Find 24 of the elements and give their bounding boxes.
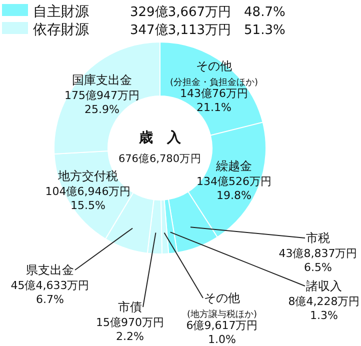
data-label: 45億4,633万円 6.7% [10, 279, 90, 306]
slice-label: 地方交付税 [57, 169, 118, 183]
text: 676億6,780万円 [118, 152, 202, 165]
data-label: 43億8,837万円 6.5% [278, 247, 358, 274]
data-label: 6億9,617万円 1.0% [186, 319, 258, 346]
slice-label: 繰越金 [215, 159, 252, 173]
text: 347億3,113万円 51.3% [130, 23, 286, 38]
data-label: 175億947万円 25.9% [64, 89, 140, 116]
slice-label: その他 (分担金・負担金ほか) [170, 59, 258, 88]
slice-label: その他 (地方譲与税ほか) [186, 291, 258, 320]
data-label: 104億6,946万円 15.5% [45, 185, 131, 212]
data-label: 15億970万円 2.2% [96, 316, 164, 343]
data-label: 143億76万円 21.1% [180, 87, 248, 114]
text: 歳 入 [138, 130, 182, 146]
text: 329億3,667万円 48.7% [130, 5, 286, 20]
slice-label: 市債 [118, 300, 142, 314]
slice-label: 県支出金 [26, 263, 74, 277]
data-label: 134億526万円 19.8% [196, 175, 272, 202]
text: 自主財源 [33, 4, 89, 20]
slice-label: 市税 [306, 231, 330, 245]
slice-label: 国庫支出金 [72, 73, 132, 87]
text: 依存財源 [33, 22, 89, 38]
data-label: 8億4,228万円 1.3% [288, 295, 360, 322]
slice-label: 諸収入 [306, 279, 342, 293]
